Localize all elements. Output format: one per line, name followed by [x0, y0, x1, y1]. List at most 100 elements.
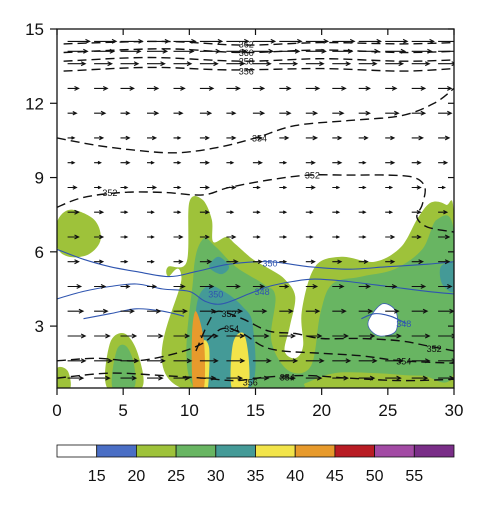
wind-vector: [305, 284, 319, 289]
x-tick-label: 20: [312, 401, 331, 420]
wind-vector: [332, 110, 345, 116]
colorbar-label: 15: [88, 468, 106, 485]
wind-vector: [411, 48, 433, 54]
wind-vector: [94, 210, 105, 215]
contour-label: 358: [239, 57, 254, 67]
wind-vector: [385, 333, 402, 339]
wind-vector: [67, 160, 76, 165]
wind-vector: [305, 135, 319, 141]
wind-vector: [120, 333, 138, 339]
wind-vector: [438, 210, 449, 215]
wind-vector: [438, 86, 453, 91]
wind-vector: [147, 86, 160, 91]
wind-vector: [120, 210, 129, 214]
wind-vector: [332, 235, 341, 239]
wind-vector: [438, 333, 454, 339]
colorbar-label: 25: [167, 468, 185, 485]
wind-vector: [279, 308, 294, 314]
wind-vector: [173, 185, 182, 190]
wind-vector: [305, 333, 323, 339]
wind-vector: [199, 61, 219, 67]
wind-vector: [305, 185, 316, 190]
wind-vector: [305, 48, 327, 54]
wind-vector: [305, 110, 319, 116]
wind-vector: [147, 333, 164, 339]
contour-label: 356: [239, 67, 254, 77]
wind-vector: [120, 259, 129, 264]
fill-region-20: [57, 209, 101, 258]
wind-vector: [94, 86, 109, 91]
wind-vector: [411, 185, 422, 190]
wind-vector: [226, 375, 244, 381]
wind-vector: [147, 284, 158, 289]
wind-vectors: [67, 38, 454, 381]
wind-vector: [67, 61, 87, 67]
wind-vector: [226, 160, 235, 165]
colorbar-label: 20: [128, 468, 146, 485]
wind-vector: [226, 111, 237, 116]
wind-vector: [411, 333, 431, 339]
wind-vector: [385, 61, 405, 67]
colorbar-label: 45: [326, 468, 344, 485]
wind-vector: [305, 210, 314, 214]
wind-vector: [67, 111, 78, 116]
wind-vector: [411, 110, 427, 116]
wind-vector: [332, 185, 341, 190]
wind-vector: [120, 86, 135, 91]
fill-region-30: [209, 256, 230, 275]
wind-vector: [438, 358, 454, 364]
wind-vector: [147, 185, 158, 190]
wind-vector: [279, 185, 288, 190]
wind-vector: [199, 375, 217, 381]
wind-vector: [173, 358, 193, 364]
wind-vector: [358, 235, 367, 239]
x-tick-label: 0: [52, 401, 61, 420]
wind-vector: [199, 160, 210, 165]
wind-vector: [173, 61, 193, 67]
wind-vector: [252, 185, 261, 190]
wind-vector: [67, 38, 91, 44]
wind-vector: [279, 358, 299, 364]
contour-label: 348: [396, 319, 411, 329]
wind-vector: [332, 259, 343, 264]
wind-vector: [252, 48, 274, 54]
wind-vector: [438, 61, 454, 67]
wind-vector: [385, 38, 409, 44]
wind-vector: [120, 135, 131, 141]
wind-vector: [94, 185, 103, 190]
wind-vector: [199, 333, 219, 339]
wind-vector: [438, 185, 447, 190]
wind-vector: [438, 259, 451, 265]
colorbar-label: 50: [366, 468, 384, 485]
wind-vector: [438, 135, 451, 141]
wind-vector: [411, 308, 429, 314]
wind-vector: [279, 160, 288, 165]
wind-vector: [199, 110, 213, 116]
wind-vector: [305, 38, 330, 44]
theta-contour-358: [63, 56, 454, 62]
wind-vector: [147, 210, 155, 214]
contour-label: 352: [305, 171, 320, 181]
wind-vector: [252, 38, 277, 44]
colorbar-segment: [255, 444, 296, 458]
wind-vector: [305, 375, 323, 381]
colorbar-segment: [334, 444, 375, 458]
wind-vector: [332, 38, 356, 44]
wind-vector: [279, 135, 290, 141]
wind-vector: [94, 135, 105, 141]
wind-vector: [305, 61, 325, 67]
wind-vector: [385, 86, 398, 91]
wind-vector: [411, 234, 422, 240]
colorbar-label: 30: [207, 468, 225, 485]
wind-vector: [173, 308, 188, 314]
x-axis: 0 5 10 15 20 25 30: [52, 29, 463, 420]
wind-vector: [358, 86, 371, 91]
contour-label: 356: [243, 377, 258, 387]
wind-vector: [173, 333, 191, 339]
x-tick-label: 5: [118, 401, 127, 420]
theta-contour-352: [195, 310, 454, 352]
x-tick-label: 10: [180, 401, 199, 420]
wind-vector: [94, 110, 107, 116]
wind-vector: [305, 358, 325, 364]
wind-vector: [385, 284, 398, 289]
